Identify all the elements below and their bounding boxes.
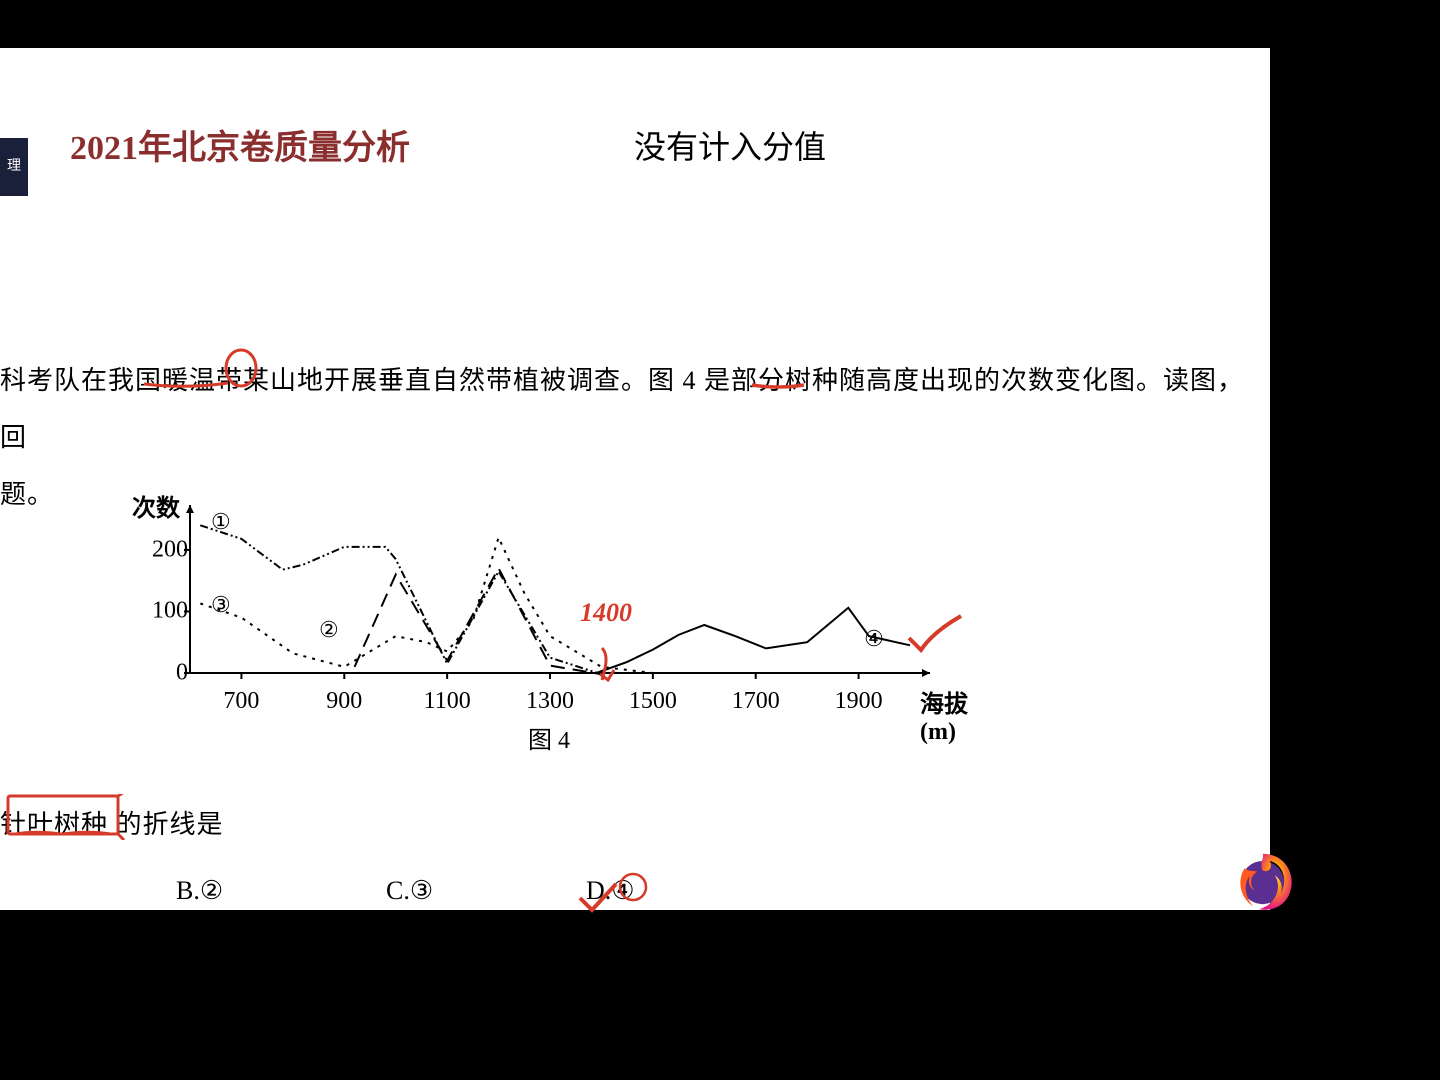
option-d[interactable]: D.④ xyxy=(586,876,635,906)
firefox-icon[interactable] xyxy=(1223,843,1295,915)
chart-caption: 图 4 xyxy=(528,720,570,755)
x-tick: 1700 xyxy=(732,688,780,715)
chart-figure-4: 次数 海拔(m) 图 4 700900110013001500170019000… xyxy=(130,488,980,748)
x-tick: 1500 xyxy=(629,688,677,715)
y-tick: 0 xyxy=(152,660,188,687)
x-tick: 1900 xyxy=(835,688,883,715)
option-c[interactable]: C.③ xyxy=(386,876,433,906)
chart-y-axis-label: 次数 xyxy=(132,488,180,523)
page-subtitle: 没有计入分值 xyxy=(634,122,826,168)
series-label-3: ③ xyxy=(211,592,231,618)
x-tick: 1300 xyxy=(526,688,574,715)
side-tab: 理 xyxy=(0,138,28,196)
y-tick: 100 xyxy=(152,598,188,625)
chart-x-axis-label: 海拔(m) xyxy=(920,684,980,746)
option-b[interactable]: B.② xyxy=(176,876,223,906)
series-label-2: ② xyxy=(319,617,339,643)
x-tick: 900 xyxy=(326,688,362,715)
x-tick: 700 xyxy=(223,688,259,715)
stem-line-1: 科考队在我国暖温带某山地开展垂直自然带植被调查。图 4 是部分树种随高度出现的次… xyxy=(0,352,1260,466)
x-tick: 1100 xyxy=(424,688,471,715)
series-label-4: ④ xyxy=(864,626,884,652)
slide-content: 理 2021年北京卷质量分析 没有计入分值 科考队在我国暖温带某山地开展垂直自然… xyxy=(0,48,1270,910)
series-label-1: ① xyxy=(211,509,231,535)
question-prompt: 针叶树种 的折线是 xyxy=(0,804,224,841)
page-title: 2021年北京卷质量分析 xyxy=(70,120,410,169)
y-tick: 200 xyxy=(152,536,188,563)
